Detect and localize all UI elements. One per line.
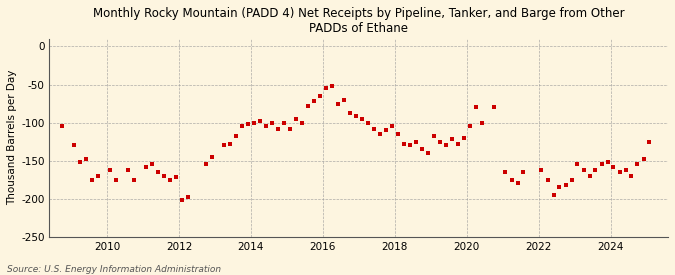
- Point: [356, 117, 367, 121]
- Point: [458, 136, 469, 140]
- Point: [500, 170, 511, 174]
- Point: [542, 177, 553, 182]
- Point: [596, 162, 607, 167]
- Point: [626, 174, 637, 178]
- Point: [86, 177, 97, 182]
- Point: [261, 124, 271, 129]
- Point: [327, 84, 338, 88]
- Point: [434, 139, 445, 144]
- Point: [554, 185, 565, 189]
- Point: [632, 162, 643, 167]
- Point: [602, 160, 613, 164]
- Point: [254, 119, 265, 123]
- Y-axis label: Thousand Barrels per Day: Thousand Barrels per Day: [7, 70, 17, 205]
- Point: [369, 126, 379, 131]
- Point: [608, 164, 619, 169]
- Point: [644, 139, 655, 144]
- Point: [374, 132, 385, 136]
- Point: [69, 143, 80, 148]
- Point: [488, 105, 499, 109]
- Title: Monthly Rocky Mountain (PADD 4) Net Receipts by Pipeline, Tanker, and Barge from: Monthly Rocky Mountain (PADD 4) Net Rece…: [93, 7, 624, 35]
- Point: [338, 98, 349, 102]
- Point: [140, 164, 151, 169]
- Point: [423, 151, 433, 155]
- Point: [548, 193, 559, 197]
- Point: [446, 137, 457, 142]
- Point: [111, 177, 122, 182]
- Point: [165, 177, 176, 182]
- Point: [267, 120, 277, 125]
- Point: [410, 139, 421, 144]
- Point: [171, 175, 182, 180]
- Point: [176, 198, 187, 202]
- Point: [308, 99, 319, 103]
- Point: [404, 143, 415, 148]
- Point: [242, 122, 253, 126]
- Point: [440, 143, 451, 148]
- Point: [470, 105, 481, 109]
- Point: [122, 167, 133, 172]
- Point: [273, 126, 284, 131]
- Point: [590, 167, 601, 172]
- Point: [230, 134, 241, 139]
- Point: [81, 157, 92, 161]
- Point: [620, 167, 631, 172]
- Point: [302, 104, 313, 108]
- Point: [296, 120, 307, 125]
- Text: Source: U.S. Energy Information Administration: Source: U.S. Energy Information Administ…: [7, 265, 221, 274]
- Point: [614, 170, 625, 174]
- Point: [315, 94, 325, 98]
- Point: [512, 181, 523, 186]
- Point: [566, 177, 577, 182]
- Point: [350, 114, 361, 119]
- Point: [153, 170, 163, 174]
- Point: [380, 128, 391, 132]
- Point: [146, 162, 157, 167]
- Point: [219, 143, 230, 148]
- Point: [344, 111, 355, 116]
- Point: [387, 124, 398, 129]
- Point: [398, 142, 409, 146]
- Point: [638, 157, 649, 161]
- Point: [248, 120, 259, 125]
- Point: [105, 167, 115, 172]
- Point: [207, 155, 217, 159]
- Point: [506, 177, 517, 182]
- Point: [225, 142, 236, 146]
- Point: [428, 134, 439, 139]
- Point: [236, 124, 247, 129]
- Point: [75, 160, 86, 164]
- Point: [182, 195, 193, 199]
- Point: [518, 170, 529, 174]
- Point: [284, 126, 295, 131]
- Point: [536, 167, 547, 172]
- Point: [416, 147, 427, 152]
- Point: [279, 120, 290, 125]
- Point: [159, 174, 169, 178]
- Point: [392, 132, 403, 136]
- Point: [477, 120, 487, 125]
- Point: [92, 174, 103, 178]
- Point: [362, 120, 373, 125]
- Point: [320, 86, 331, 90]
- Point: [290, 117, 301, 121]
- Point: [585, 174, 595, 178]
- Point: [200, 162, 211, 167]
- Point: [452, 142, 463, 146]
- Point: [333, 101, 344, 106]
- Point: [464, 124, 475, 129]
- Point: [129, 177, 140, 182]
- Point: [560, 183, 571, 187]
- Point: [572, 162, 583, 167]
- Point: [578, 167, 589, 172]
- Point: [57, 124, 68, 129]
